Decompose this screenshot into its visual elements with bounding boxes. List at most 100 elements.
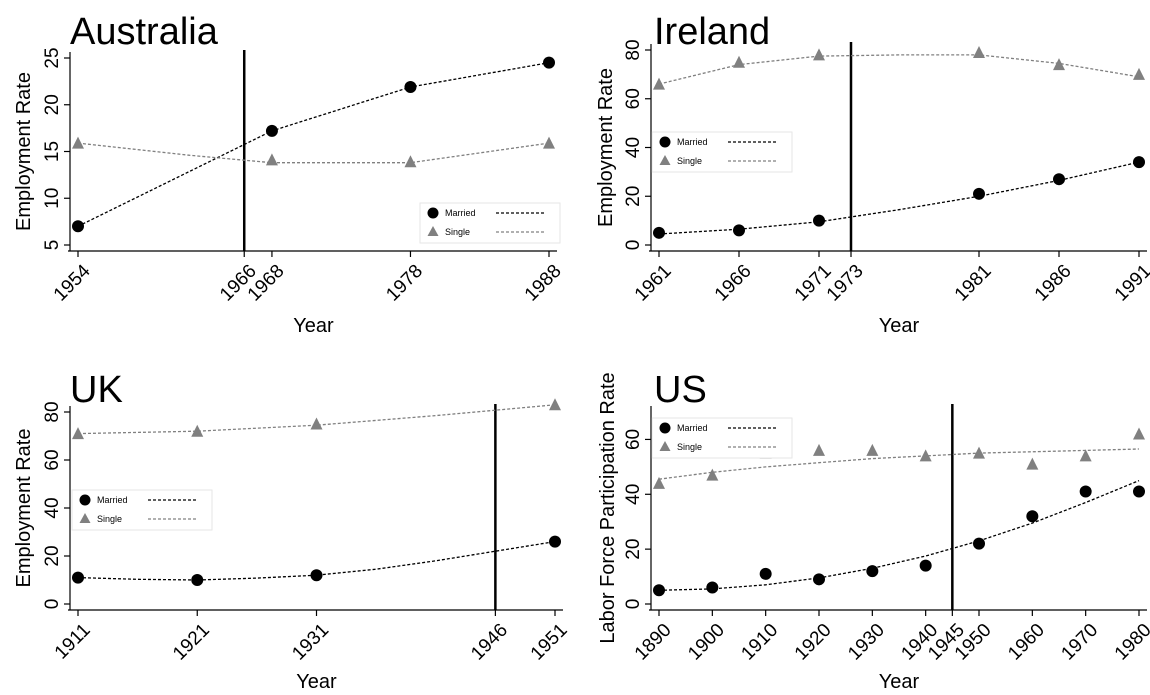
data-point-married bbox=[653, 584, 665, 597]
x-tick-label: 1951 bbox=[527, 620, 572, 665]
legend-marker-married bbox=[659, 422, 671, 434]
series-married bbox=[653, 479, 1145, 597]
data-point-single bbox=[706, 468, 719, 481]
data-point-single bbox=[733, 55, 745, 68]
x-tick-label: 1988 bbox=[521, 261, 566, 306]
x-tick-label: 1931 bbox=[288, 620, 333, 665]
y-tick-label: 60 bbox=[42, 449, 63, 470]
y-axis-title: Employment Rate bbox=[13, 429, 35, 588]
data-point-married bbox=[1133, 156, 1145, 169]
legend-box bbox=[71, 489, 213, 531]
legend: Married Single bbox=[419, 202, 561, 244]
y-tick-label: 10 bbox=[42, 188, 63, 209]
data-point-married bbox=[973, 537, 985, 550]
x-axis-title: Year bbox=[879, 671, 920, 693]
legend-box bbox=[651, 417, 793, 459]
data-point-single bbox=[543, 136, 555, 149]
y-tick-label: 20 bbox=[42, 94, 63, 115]
data-point-single bbox=[919, 449, 932, 462]
data-point-married bbox=[813, 573, 825, 586]
y-tick-label: 60 bbox=[623, 88, 644, 109]
x-tick-label: 1980 bbox=[1111, 620, 1150, 665]
legend-marker-married bbox=[427, 207, 439, 219]
y-tick-label: 40 bbox=[42, 497, 63, 518]
x-tick-label: 1978 bbox=[382, 261, 427, 306]
x-tick-label: 1911 bbox=[51, 620, 95, 664]
y-tick-label: 40 bbox=[623, 484, 644, 505]
data-point-single bbox=[265, 153, 278, 166]
legend-marker-single bbox=[79, 513, 91, 523]
legend: Married Single bbox=[651, 131, 793, 173]
x-tick-label: 1920 bbox=[791, 620, 836, 665]
x-axis-title: Year bbox=[296, 671, 337, 693]
data-point-married bbox=[310, 569, 323, 582]
y-tick-label: 80 bbox=[42, 401, 63, 422]
y-tick-label: 20 bbox=[623, 186, 644, 207]
legend-box bbox=[419, 202, 561, 244]
y-axis-title: Labor Force Participation Rate bbox=[597, 372, 619, 643]
data-point-married bbox=[706, 581, 719, 594]
legend-marker-single bbox=[659, 155, 671, 165]
data-point-single bbox=[191, 424, 204, 437]
legend-label-married: Married bbox=[677, 137, 708, 147]
x-tick-label: 1973 bbox=[823, 261, 868, 306]
legend-marker-single bbox=[427, 226, 439, 236]
x-tick-label: 1910 bbox=[738, 620, 783, 665]
legend-label-married: Married bbox=[677, 423, 708, 433]
fit-line-married bbox=[77, 62, 550, 227]
y-tick-label: 0 bbox=[42, 599, 63, 610]
data-point-married bbox=[733, 224, 745, 237]
data-point-single bbox=[72, 427, 84, 440]
data-point-married bbox=[1079, 485, 1092, 498]
legend-label-single: Single bbox=[445, 227, 470, 237]
panel-title: US bbox=[654, 369, 707, 411]
x-tick-label: 1900 bbox=[684, 620, 729, 665]
data-point-married bbox=[1026, 510, 1039, 523]
legend-marker-married bbox=[79, 494, 91, 506]
series-married bbox=[72, 535, 561, 586]
data-point-single bbox=[1133, 67, 1145, 80]
legend-label-married: Married bbox=[445, 208, 476, 218]
x-tick-label: 1961 bbox=[631, 261, 676, 306]
y-tick-label: 5 bbox=[42, 240, 63, 251]
y-tick-label: 40 bbox=[623, 137, 644, 158]
data-point-single bbox=[72, 136, 84, 149]
data-point-married bbox=[973, 187, 985, 200]
legend: Married Single bbox=[651, 417, 793, 459]
fit-line-single bbox=[658, 54, 1140, 85]
panel-title: UK bbox=[70, 369, 123, 411]
y-tick-label: 0 bbox=[623, 240, 644, 251]
panel-title: Ireland bbox=[654, 11, 770, 53]
y-tick-label: 20 bbox=[42, 545, 63, 566]
y-tick-label: 60 bbox=[623, 429, 644, 450]
legend-marker-single bbox=[659, 441, 671, 451]
data-point-married bbox=[265, 124, 278, 137]
data-point-single bbox=[404, 155, 417, 168]
x-tick-label: 1966 bbox=[711, 261, 756, 306]
x-tick-label: 1970 bbox=[1058, 620, 1103, 665]
series-married bbox=[72, 56, 555, 233]
panel-uk: UK 0 20 40 60 80 1911 1921 1931 1946 1951 Year Emplo… bbox=[13, 369, 572, 693]
fit-line-married bbox=[658, 161, 1140, 235]
fit-line-single bbox=[658, 448, 1140, 480]
data-point-single bbox=[549, 398, 561, 411]
data-point-married bbox=[72, 571, 84, 584]
x-tick-label: 1960 bbox=[1004, 620, 1049, 665]
panel-title: Australia bbox=[70, 11, 219, 53]
legend-label-single: Single bbox=[677, 156, 702, 166]
legend-marker-married bbox=[659, 136, 671, 148]
data-point-married bbox=[549, 535, 561, 548]
data-point-single bbox=[813, 443, 825, 456]
data-point-married bbox=[1053, 173, 1065, 186]
data-point-single bbox=[866, 443, 879, 456]
legend-label-married: Married bbox=[97, 495, 128, 505]
legend-label-single: Single bbox=[97, 514, 122, 524]
data-point-single bbox=[813, 48, 825, 61]
legend-box bbox=[651, 131, 793, 173]
data-point-married bbox=[1133, 485, 1145, 498]
data-point-single bbox=[973, 45, 985, 58]
